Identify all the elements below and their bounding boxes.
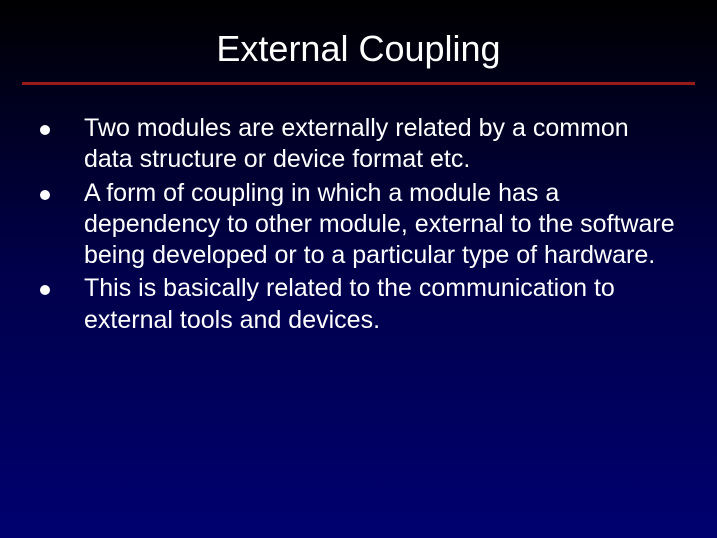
slide-title: External Coupling	[0, 28, 717, 82]
list-item: This is basically related to the communi…	[38, 273, 679, 336]
slide-container: External Coupling Two modules are extern…	[0, 0, 717, 538]
bullet-text: This is basically related to the communi…	[84, 273, 679, 336]
bullet-text: Two modules are externally related by a …	[84, 113, 679, 176]
bullet-text: A form of coupling in which a module has…	[84, 178, 679, 272]
slide-content: Two modules are externally related by a …	[0, 85, 717, 336]
bullet-list: Two modules are externally related by a …	[38, 113, 679, 336]
list-item: Two modules are externally related by a …	[38, 113, 679, 176]
bullet-icon	[40, 285, 50, 295]
list-item: A form of coupling in which a module has…	[38, 178, 679, 272]
bullet-icon	[40, 190, 50, 200]
bullet-icon	[40, 125, 50, 135]
